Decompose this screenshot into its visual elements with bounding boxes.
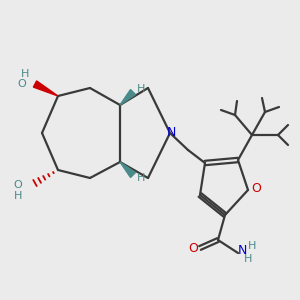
Text: H: H (14, 191, 22, 201)
Text: H: H (244, 254, 252, 264)
Text: H: H (248, 241, 256, 251)
Text: N: N (237, 244, 247, 257)
Text: H: H (137, 84, 145, 94)
Text: H: H (21, 69, 29, 79)
Text: N: N (166, 127, 176, 140)
Text: O: O (14, 180, 22, 190)
Text: O: O (188, 242, 198, 256)
Text: O: O (251, 182, 261, 196)
Text: H: H (137, 173, 145, 183)
Polygon shape (120, 162, 136, 178)
Text: O: O (18, 79, 26, 89)
Polygon shape (33, 81, 58, 96)
Polygon shape (120, 89, 136, 105)
